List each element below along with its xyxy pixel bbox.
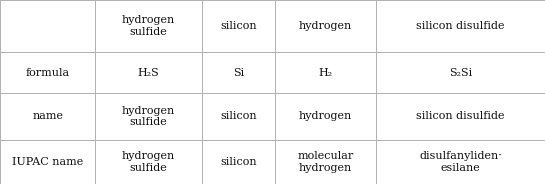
- Text: hydrogen: hydrogen: [299, 111, 352, 121]
- Text: name: name: [32, 111, 63, 121]
- Text: S₂Si: S₂Si: [449, 68, 472, 78]
- Text: hydrogen: hydrogen: [299, 21, 352, 31]
- Text: H₂S: H₂S: [138, 68, 159, 78]
- Text: silicon disulfide: silicon disulfide: [416, 111, 505, 121]
- Text: hydrogen
sulfide: hydrogen sulfide: [122, 15, 175, 37]
- Text: silicon: silicon: [220, 157, 257, 167]
- Text: hydrogen
sulfide: hydrogen sulfide: [122, 106, 175, 127]
- Text: silicon disulfide: silicon disulfide: [416, 21, 505, 31]
- Text: Si: Si: [233, 68, 244, 78]
- Text: hydrogen
sulfide: hydrogen sulfide: [122, 151, 175, 173]
- Text: formula: formula: [26, 68, 70, 78]
- Text: molecular
hydrogen: molecular hydrogen: [298, 151, 354, 173]
- Text: silicon: silicon: [220, 111, 257, 121]
- Text: disulfanyliden·
esilane: disulfanyliden· esilane: [419, 151, 502, 173]
- Text: IUPAC name: IUPAC name: [12, 157, 83, 167]
- Text: silicon: silicon: [220, 21, 257, 31]
- Text: H₂: H₂: [319, 68, 332, 78]
